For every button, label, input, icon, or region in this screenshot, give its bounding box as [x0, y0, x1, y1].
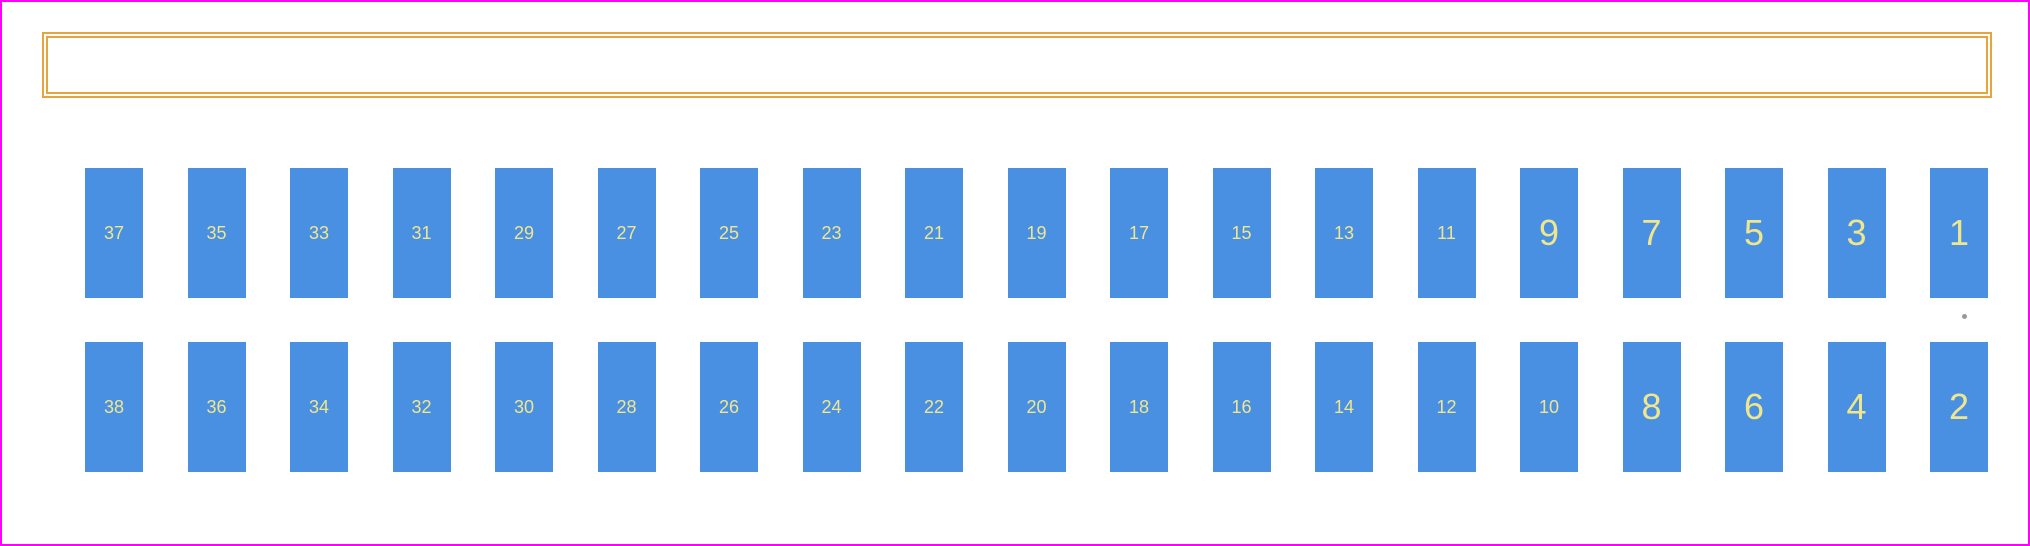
pad: 17 — [1110, 168, 1168, 298]
pad-label: 29 — [514, 223, 534, 244]
pad-label: 4 — [1846, 386, 1866, 428]
pad: 4 — [1828, 342, 1886, 472]
pad: 6 — [1725, 342, 1783, 472]
pad: 35 — [188, 168, 246, 298]
outline-rect-inner — [46, 36, 1988, 94]
pad: 11 — [1418, 168, 1476, 298]
pad-label: 21 — [924, 223, 944, 244]
pad: 10 — [1520, 342, 1578, 472]
pad: 27 — [598, 168, 656, 298]
pad-label: 31 — [411, 223, 431, 244]
pad: 36 — [188, 342, 246, 472]
pad: 33 — [290, 168, 348, 298]
pad-label: 5 — [1744, 212, 1764, 254]
pad: 23 — [803, 168, 861, 298]
pad: 37 — [85, 168, 143, 298]
pad: 29 — [495, 168, 553, 298]
pad-label: 35 — [206, 223, 226, 244]
pad-label: 38 — [104, 397, 124, 418]
pad-label: 20 — [1026, 397, 1046, 418]
pad-label: 27 — [616, 223, 636, 244]
pad: 3 — [1828, 168, 1886, 298]
pad: 5 — [1725, 168, 1783, 298]
pad-label: 11 — [1437, 223, 1456, 244]
pad: 34 — [290, 342, 348, 472]
pad-label: 36 — [206, 397, 226, 418]
pad-label: 12 — [1436, 397, 1456, 418]
pad: 31 — [393, 168, 451, 298]
pad-label: 34 — [309, 397, 329, 418]
pad: 26 — [700, 342, 758, 472]
pad-label: 18 — [1129, 397, 1149, 418]
pad-label: 25 — [719, 223, 739, 244]
pad: 9 — [1520, 168, 1578, 298]
pad-label: 33 — [309, 223, 329, 244]
pad: 8 — [1623, 342, 1681, 472]
pad: 21 — [905, 168, 963, 298]
pad-label: 19 — [1026, 223, 1046, 244]
pad-label: 17 — [1129, 223, 1149, 244]
pad: 1 — [1930, 168, 1988, 298]
pad-label: 22 — [924, 397, 944, 418]
pad-label: 10 — [1539, 397, 1559, 418]
pad-label: 8 — [1641, 386, 1661, 428]
pad-label: 1 — [1949, 212, 1969, 254]
pad: 16 — [1213, 342, 1271, 472]
pad-label: 7 — [1641, 212, 1661, 254]
pad-label: 2 — [1949, 386, 1969, 428]
pad-label: 32 — [411, 397, 431, 418]
pad: 30 — [495, 342, 553, 472]
pad-label: 14 — [1334, 397, 1354, 418]
pad-label: 37 — [104, 223, 124, 244]
pad: 18 — [1110, 342, 1168, 472]
pad: 25 — [700, 168, 758, 298]
pad-label: 9 — [1539, 212, 1559, 254]
pad: 38 — [85, 342, 143, 472]
pad-label: 30 — [514, 397, 534, 418]
pad-label: 15 — [1231, 223, 1251, 244]
pad: 32 — [393, 342, 451, 472]
pad-label: 16 — [1231, 397, 1251, 418]
pad: 20 — [1008, 342, 1066, 472]
pad: 2 — [1930, 342, 1988, 472]
pad: 12 — [1418, 342, 1476, 472]
pad: 14 — [1315, 342, 1373, 472]
footprint-canvas: 1357911131517192123252729313335372468101… — [0, 0, 2030, 546]
pad: 24 — [803, 342, 861, 472]
pad: 28 — [598, 342, 656, 472]
pad-label: 24 — [821, 397, 841, 418]
pad: 13 — [1315, 168, 1373, 298]
pad-label: 3 — [1846, 212, 1866, 254]
pad: 19 — [1008, 168, 1066, 298]
pad-label: 26 — [719, 397, 739, 418]
pad-label: 23 — [821, 223, 841, 244]
pad-label: 6 — [1744, 386, 1764, 428]
pad: 15 — [1213, 168, 1271, 298]
origin-marker — [1962, 314, 1967, 319]
pad: 7 — [1623, 168, 1681, 298]
pad-label: 13 — [1334, 223, 1354, 244]
pad: 22 — [905, 342, 963, 472]
pad-label: 28 — [616, 397, 636, 418]
